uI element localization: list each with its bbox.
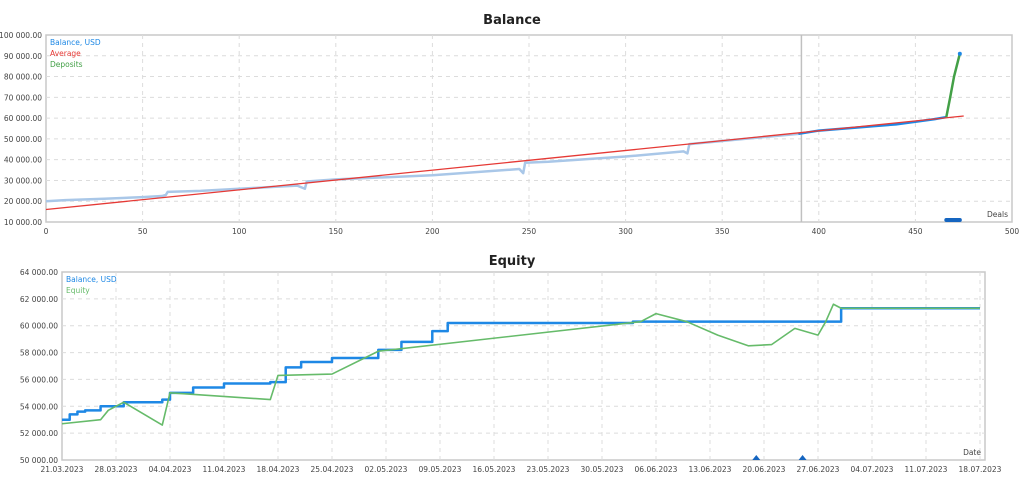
balance-line-history (45, 132, 800, 203)
x-axis-label: Date (963, 448, 981, 457)
y-tick-label: 54 000.00 (20, 402, 58, 411)
equity-chart: 50 000.00 52 000.00 54 000.00 56 000.00 58 0… (20, 268, 1002, 474)
y-tick-label: 20 000.00 (4, 197, 42, 206)
y-tick-label: 60 000.00 (4, 114, 42, 123)
x-tick-label: 200 (425, 227, 440, 236)
balance-chart: 10 000.00 20 000.00 30 000.00 40 000.00 50 0… (0, 31, 1019, 236)
x-tick-label: 28.03.2023 (95, 465, 138, 474)
x-tick-label: 450 (908, 227, 923, 236)
x-tick-label: 300 (618, 227, 633, 236)
y-tick-label: 10 000.00 (4, 218, 42, 227)
x-tick-label: 23.05.2023 (527, 465, 570, 474)
x-tick-label: 09.05.2023 (419, 465, 462, 474)
x-tick-label: 25.04.2023 (311, 465, 354, 474)
x-tick-label: 04.07.2023 (851, 465, 894, 474)
plot-area (61, 271, 986, 461)
x-tick-label: 500 (1005, 227, 1020, 236)
y-tick-label: 58 000.00 (20, 349, 58, 358)
deposit-marker-icon (752, 455, 761, 460)
x-tick-label: 13.06.2023 (689, 465, 732, 474)
balance-end-point (957, 51, 962, 56)
y-tick-label: 40 000.00 (4, 156, 42, 165)
equity-chart-title: Equity (488, 254, 536, 269)
x-axis-label: Deals (987, 210, 1008, 219)
y-tick-label: 30 000.00 (4, 176, 42, 185)
x-tick-label: 18.04.2023 (257, 465, 300, 474)
y-tick-label: 90 000.00 (4, 52, 42, 61)
x-tick-label: 06.06.2023 (635, 465, 678, 474)
y-tick-label: 64 000.00 (20, 268, 58, 277)
x-tick-label: 30.05.2023 (581, 465, 624, 474)
x-tick-label: 18.07.2023 (959, 465, 1002, 474)
y-tick-label: 62 000.00 (20, 295, 58, 304)
x-tick-label: 0 (44, 227, 49, 236)
x-tick-label: 100 (232, 227, 247, 236)
x-tick-label: 04.04.2023 (149, 465, 192, 474)
equity-line (61, 303, 980, 426)
x-tick-label: 400 (812, 227, 827, 236)
y-tick-label: 100 000.00 (0, 31, 42, 40)
x-tick-label: 250 (522, 227, 537, 236)
y-tick-label: 60 000.00 (20, 322, 58, 331)
legend-entry: Balance, USD (66, 275, 117, 284)
y-tick-label: 50 000.00 (20, 456, 58, 465)
y-tick-label: 80 000.00 (4, 73, 42, 82)
x-tick-label: 150 (329, 227, 344, 236)
balance-line (62, 307, 980, 421)
y-tick-label: 52 000.00 (20, 429, 58, 438)
x-tick-label: 350 (715, 227, 730, 236)
x-tick-label: 50 (138, 227, 148, 236)
y-tick-label: 50 000.00 (4, 135, 42, 144)
x-tick-label: 16.05.2023 (473, 465, 516, 474)
y-tick-label: 70 000.00 (4, 93, 42, 102)
deposit-marker-icon (798, 455, 807, 460)
legend-entry: Deposits (50, 60, 83, 69)
plot-area (45, 34, 1013, 223)
deposits-line (945, 53, 962, 118)
x-tick-label: 11.04.2023 (203, 465, 246, 474)
x-tick-label: 27.06.2023 (797, 465, 840, 474)
x-tick-label: 21.03.2023 (41, 465, 84, 474)
x-tick-label: 11.07.2023 (905, 465, 948, 474)
legend-entry: Equity (66, 286, 90, 295)
x-tick-label: 02.05.2023 (365, 465, 408, 474)
x-tick-label: 20.06.2023 (743, 465, 786, 474)
average-line (45, 115, 964, 211)
deposit-marker-icon (944, 218, 962, 222)
legend-entry: Balance, USD (50, 38, 101, 47)
balance-chart-title: Balance (483, 13, 541, 28)
y-tick-label: 56 000.00 (20, 375, 58, 384)
legend-entry: Average (50, 49, 81, 58)
